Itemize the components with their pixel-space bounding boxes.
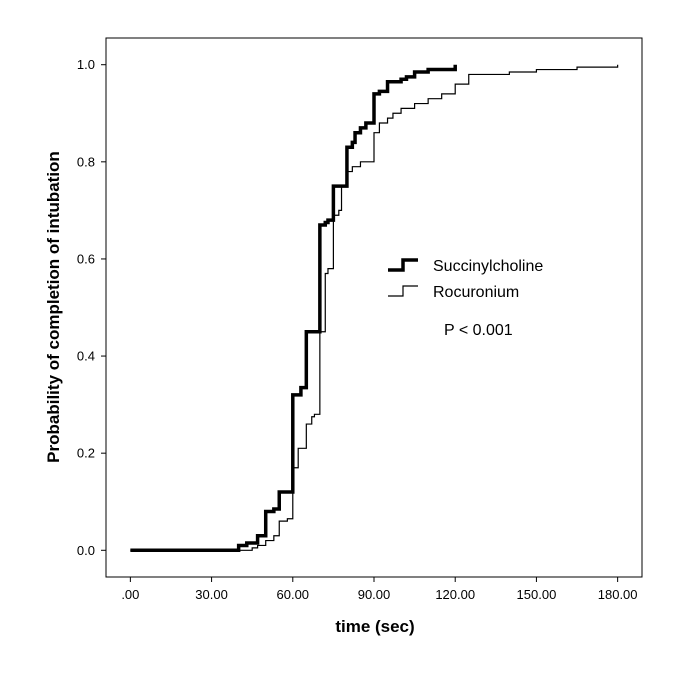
legend: Succinylcholine Rocuronium: [388, 258, 543, 301]
x-axis-title: time (sec): [335, 617, 414, 636]
x-tick-label: 120.00: [435, 587, 475, 602]
x-tick-label: 150.00: [517, 587, 557, 602]
series-line-succinylcholine: [130, 64, 457, 553]
annotation-p-value: P < 0.001: [444, 322, 513, 339]
y-tick-label: 0.0: [77, 543, 95, 558]
y-axis: 0.0 0.2 0.4 0.6 0.8 1.0: [77, 57, 106, 558]
x-tick-label: 90.00: [358, 587, 391, 602]
y-axis-title: Probability of completion of intubation: [44, 151, 63, 463]
series-layer: [130, 64, 619, 553]
x-tick-label: 30.00: [195, 587, 228, 602]
series-line-rocuronium: [130, 64, 619, 551]
x-tick-label: 60.00: [277, 587, 310, 602]
y-tick-label: 0.8: [77, 154, 95, 169]
y-tick-label: 0.2: [77, 446, 95, 461]
legend-swatch-succinylcholine: [388, 258, 418, 272]
y-tick-label: 0.6: [77, 251, 95, 266]
x-tick-label: 180.00: [598, 587, 638, 602]
y-tick-label: 1.0: [77, 57, 95, 72]
legend-swatch-rocuronium: [388, 285, 418, 297]
x-tick-label: .00: [121, 587, 139, 602]
y-tick-label: 0.4: [77, 349, 95, 364]
legend-label-succinylcholine: Succinylcholine: [433, 258, 543, 275]
legend-label-rocuronium: Rocuronium: [433, 284, 519, 301]
x-axis: .00 30.00 60.00 90.00 120.00 150.00 180.00: [121, 577, 638, 602]
